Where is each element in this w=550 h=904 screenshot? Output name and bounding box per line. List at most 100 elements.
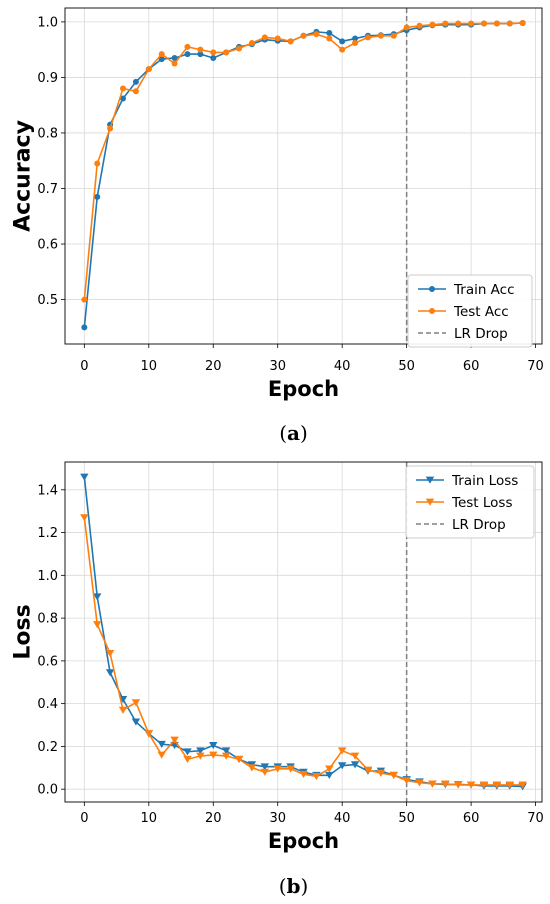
- data-point: [506, 20, 513, 27]
- y-tick-label: 0.6: [37, 654, 58, 669]
- data-point: [350, 761, 360, 769]
- data-point: [466, 781, 476, 789]
- data-point: [132, 78, 139, 85]
- x-tick-label: 50: [398, 811, 415, 826]
- x-tick-label: 0: [80, 359, 88, 374]
- legend-label: Test Acc: [453, 304, 509, 320]
- data-point: [120, 95, 127, 102]
- y-tick-label: 1.0: [37, 569, 58, 584]
- y-axis-title: Loss: [11, 604, 36, 659]
- data-point: [505, 781, 514, 789]
- data-point: [105, 650, 115, 658]
- legend-label: LR Drop: [452, 517, 506, 533]
- data-point: [326, 29, 333, 36]
- y-tick-label: 0.8: [37, 126, 58, 141]
- data-point: [260, 768, 270, 776]
- data-point: [197, 46, 204, 53]
- x-tick-label: 20: [205, 811, 222, 826]
- data-point: [519, 19, 526, 26]
- data-point: [403, 24, 410, 31]
- data-point: [442, 20, 449, 27]
- legend-marker: [425, 498, 435, 506]
- data-point: [455, 20, 462, 27]
- x-tick-label: 0: [80, 811, 88, 826]
- x-tick-label: 70: [527, 811, 544, 826]
- data-point: [210, 49, 217, 56]
- data-point: [80, 514, 89, 522]
- data-point: [273, 765, 282, 773]
- legend-label: Train Loss: [451, 473, 518, 489]
- data-point: [223, 49, 230, 56]
- data-point: [184, 51, 191, 58]
- data-point: [352, 39, 359, 46]
- data-point: [197, 51, 204, 58]
- data-point: [157, 751, 166, 759]
- data-point: [171, 54, 178, 61]
- legend: Train Loss Test Loss LR Drop: [405, 465, 535, 539]
- x-tick-label: 10: [141, 811, 158, 826]
- data-point: [325, 765, 334, 773]
- x-axis-title: Epoch: [268, 377, 339, 401]
- x-tick-label: 70: [527, 359, 544, 374]
- legend-box: [407, 274, 533, 348]
- x-tick-label: 10: [141, 359, 158, 374]
- y-tick-label: 0.6: [37, 238, 58, 253]
- data-point: [402, 777, 411, 785]
- x-tick-label: 60: [463, 811, 480, 826]
- data-point: [81, 324, 88, 331]
- data-point: [363, 766, 373, 774]
- data-point: [80, 473, 89, 481]
- data-point: [132, 88, 139, 95]
- data-point: [390, 32, 397, 39]
- data-point: [479, 781, 489, 789]
- data-point: [260, 763, 270, 771]
- data-point: [209, 741, 218, 750]
- legend: Train Acc Test Acc LR Drop: [407, 274, 533, 348]
- series-line-test-loss: [83, 517, 523, 786]
- data-point: [157, 740, 166, 749]
- y-tick-label: 0.0: [37, 783, 58, 798]
- y-tick-label: 0.7: [37, 182, 58, 197]
- panel-caption: (a): [279, 421, 308, 445]
- data-point: [376, 769, 386, 777]
- series-line-test-acc: [83, 22, 523, 300]
- x-tick-label: 40: [334, 359, 351, 374]
- data-point: [454, 781, 463, 789]
- data-point: [429, 21, 436, 28]
- data-point: [93, 621, 102, 629]
- data-point: [158, 51, 165, 58]
- data-point: [274, 35, 281, 42]
- data-point: [492, 781, 502, 789]
- data-point: [364, 34, 371, 41]
- data-point: [428, 780, 437, 788]
- data-point: [377, 32, 384, 39]
- data-point: [144, 730, 153, 738]
- x-tick-label: 30: [269, 359, 286, 374]
- y-tick-label: 0.5: [37, 293, 58, 308]
- data-point: [339, 38, 346, 45]
- chart-loss: 0 10 20 30 40 50 60 70 0.0 0.2 0.4 0.6 0.8 1.0 1.2 1.4 E…: [11, 461, 544, 898]
- data-point: [196, 752, 205, 760]
- data-point: [170, 736, 179, 744]
- data-point: [171, 60, 178, 67]
- data-point: [105, 669, 115, 677]
- data-point: [350, 752, 360, 760]
- data-point: [287, 38, 294, 45]
- legend-marker: [429, 286, 435, 292]
- y-tick-label: 0.9: [37, 71, 58, 86]
- plot-frame: [64, 7, 543, 345]
- data-point: [221, 752, 231, 760]
- data-point: [183, 748, 192, 756]
- y-tick-label: 0.8: [37, 612, 58, 627]
- data-point: [184, 43, 191, 50]
- plot-frame: [64, 461, 543, 803]
- data-point: [221, 747, 231, 755]
- legend-label: Train Acc: [453, 282, 515, 298]
- data-point: [416, 22, 423, 29]
- data-point: [389, 771, 398, 780]
- x-axis-title: Epoch: [268, 829, 339, 853]
- data-point: [81, 296, 88, 303]
- y-tick-label: 1.0: [37, 15, 58, 30]
